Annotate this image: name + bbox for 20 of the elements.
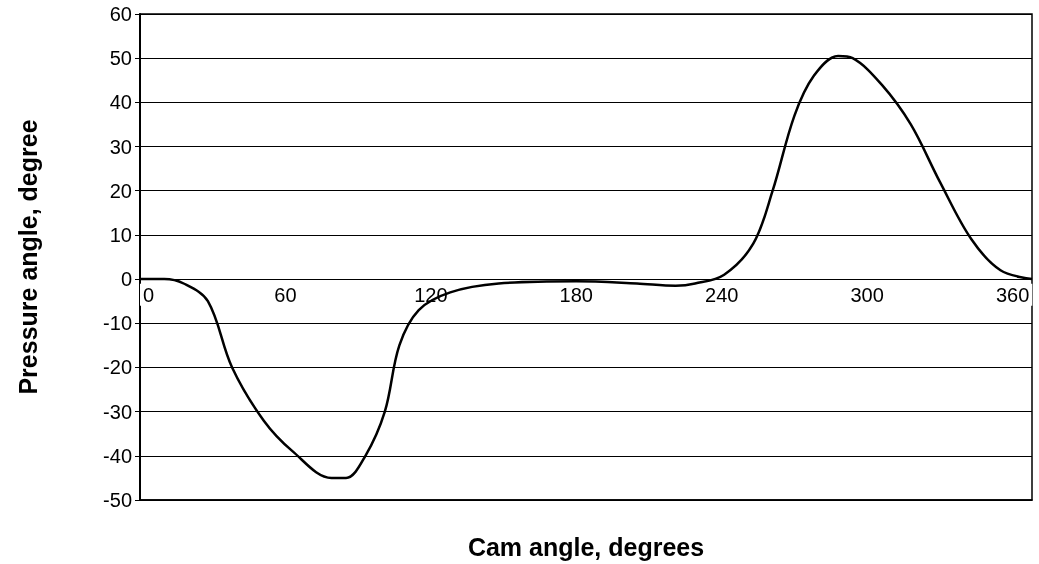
y-tick-label: 10 — [109, 223, 132, 246]
y-tick-label: 20 — [109, 179, 132, 202]
y-axis-title: Pressure angle, degree — [13, 119, 42, 395]
x-tick-label: 60 — [274, 283, 297, 306]
y-tick-label: 60 — [109, 3, 132, 25]
x-tick-label: 240 — [705, 283, 739, 306]
y-tick-label: -10 — [103, 312, 132, 335]
x-tick-label: 180 — [559, 283, 593, 306]
y-tick-label: -40 — [103, 444, 132, 467]
x-tick-label: 360 — [995, 283, 1030, 306]
x-axis-title: Cam angle, degrees — [467, 532, 705, 561]
y-tick-label: -30 — [103, 400, 132, 423]
y-tick-label: -20 — [103, 356, 132, 379]
y-tick-label: -50 — [103, 489, 132, 511]
x-tick-label: 300 — [850, 283, 884, 306]
y-tick-label: 0 — [120, 268, 132, 291]
y-tick-label: 30 — [109, 135, 132, 158]
y-tick-label: 50 — [109, 47, 132, 70]
y-tick-label: 40 — [109, 91, 132, 114]
x-tick-label: 0 — [143, 283, 155, 306]
